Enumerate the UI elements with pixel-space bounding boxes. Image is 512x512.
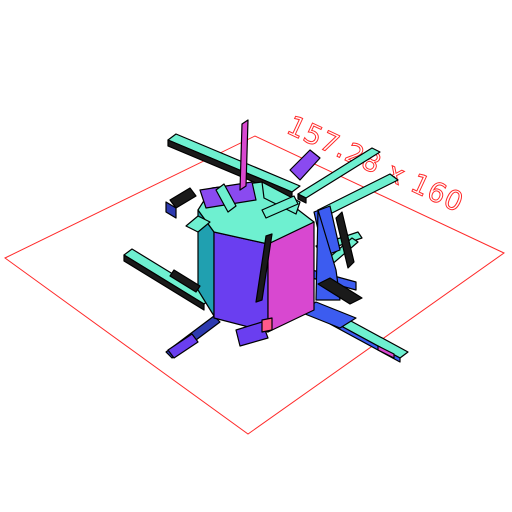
model-bar: [297, 147, 381, 204]
model-bar: [165, 187, 197, 219]
model-post: [261, 195, 299, 219]
model-bar: [185, 215, 211, 233]
3d-model[interactable]: [123, 119, 409, 363]
model-bar: [169, 269, 201, 293]
model-bar: [335, 211, 355, 269]
build-plate-outline: [4, 135, 505, 435]
model-post: [215, 183, 237, 213]
model-post: [239, 119, 249, 191]
model-panel: [313, 205, 341, 301]
model-rod: [255, 233, 273, 303]
model-post: [289, 149, 321, 181]
model-bar: [317, 277, 363, 305]
model-slab: [235, 317, 273, 347]
model-bar: [167, 333, 199, 359]
